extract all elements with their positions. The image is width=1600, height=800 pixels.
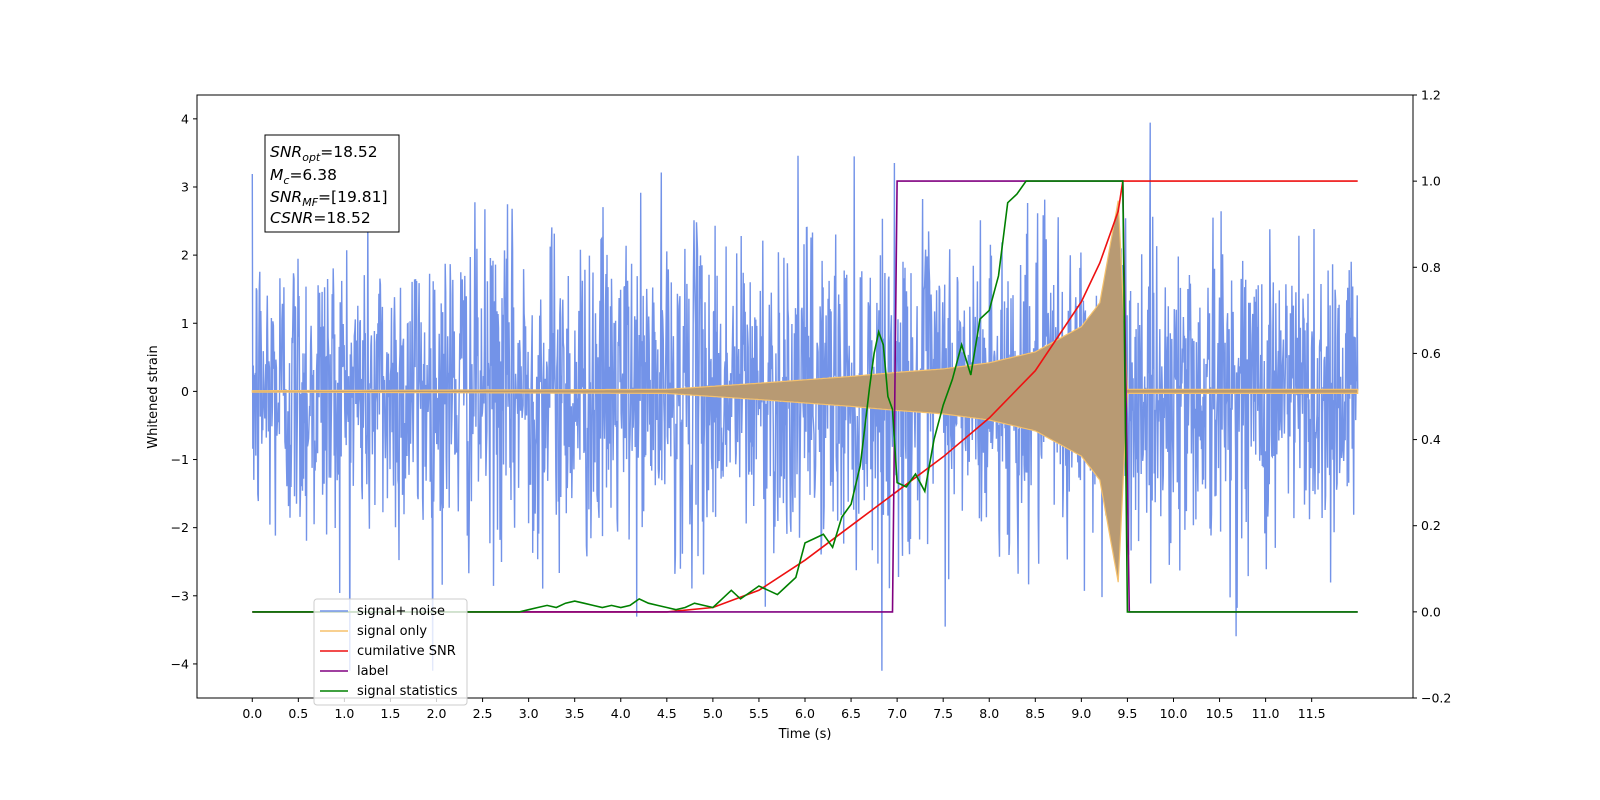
y2-tick-label: 1.2 — [1421, 88, 1441, 103]
x-tick-label: 7.0 — [887, 706, 907, 721]
legend-box — [313, 598, 468, 706]
y-tick-label: −4 — [171, 656, 189, 671]
x-tick-label: 5.5 — [749, 706, 769, 721]
y-tick-label: −2 — [171, 520, 189, 535]
y-tick-label: −3 — [171, 588, 189, 603]
x-tick-label: 1.5 — [381, 706, 401, 721]
x-tick-label: 4.5 — [657, 706, 677, 721]
x-tick-label: 6.0 — [795, 706, 815, 721]
x-tick-label: 10.5 — [1206, 706, 1234, 721]
x-tick-label: 11.5 — [1298, 706, 1326, 721]
y-axis-label: Whitened strain — [146, 345, 161, 448]
x-tick-label: 9.0 — [1071, 706, 1091, 721]
x-tick-label: 0.5 — [288, 706, 308, 721]
series-signal-only — [251, 200, 1359, 583]
y2-tick-label: 0.4 — [1421, 432, 1441, 447]
annotation-snr-opt: SNRopt=18.52 — [270, 143, 378, 164]
y2-tick-label: 0.8 — [1421, 260, 1441, 275]
y-axis: 4 3 2 1 0 −1 −2 −3 −4 — [171, 111, 197, 671]
x-tick-label: 2.0 — [427, 706, 447, 721]
x-tick-label: 8.5 — [1025, 706, 1045, 721]
x-tick-label: 9.5 — [1117, 706, 1137, 721]
x-tick-label: 8.0 — [979, 706, 999, 721]
x-tick-label: 2.5 — [473, 706, 493, 721]
series-cumulative-snr — [252, 180, 1358, 613]
x-axis: 0.0 0.5 1.0 1.5 2.0 2.5 3.0 3.5 4.0 4.5 5.0 5.5 6.0 6… — [242, 698, 1326, 721]
x-tick-label: 0.0 — [242, 706, 262, 721]
y2-tick-label: 0.2 — [1421, 518, 1441, 533]
plot-area — [251, 122, 1359, 671]
x-tick-label: 7.5 — [933, 706, 953, 721]
y2-tick-label: 0.0 — [1421, 604, 1441, 619]
annotation-mc: Mc=6.38 — [270, 166, 337, 187]
x-tick-label: 11.0 — [1252, 706, 1280, 721]
x-tick-label: 3.5 — [565, 706, 585, 721]
legend: signal+ noise signal only cumilative SNR… — [313, 598, 468, 706]
x-tick-label: 5.0 — [703, 706, 723, 721]
x-tick-label: 1.0 — [334, 706, 354, 721]
y-tick-label: 2 — [181, 248, 189, 263]
y2-tick-label: −0.2 — [1421, 691, 1451, 706]
y2-tick-label: 1.0 — [1421, 174, 1441, 189]
series-signal-noise — [251, 122, 1359, 671]
annotation-snr-mf: SNRMF=[19.81] — [270, 188, 388, 209]
y-tick-label: 3 — [181, 179, 189, 194]
series-signal-statistics — [252, 180, 1358, 613]
legend-label-signal-statistics: signal statistics — [357, 684, 458, 699]
y-tick-label: 0 — [181, 384, 189, 399]
x-tick-label: 6.5 — [841, 706, 861, 721]
legend-label-signal-only: signal only — [357, 624, 427, 639]
y-tick-label: −1 — [171, 452, 189, 467]
x-tick-label: 10.0 — [1160, 706, 1188, 721]
y2-tick-label: 0.6 — [1421, 346, 1441, 361]
y-tick-label: 4 — [181, 111, 189, 126]
legend-label-cumulative-snr: cumilative SNR — [357, 644, 456, 659]
legend-label-label: label — [357, 664, 388, 679]
x-tick-label: 3.0 — [519, 706, 539, 721]
annotation-csnr: CSNR=18.52 — [270, 209, 371, 227]
y-tick-label: 1 — [181, 316, 189, 331]
annotation-box: SNRopt=18.52 Mc=6.38 SNRMF=[19.81] CSNR=… — [264, 134, 400, 233]
legend-label-signal-noise: signal+ noise — [357, 604, 445, 619]
y2-axis: 1.2 1.0 0.8 0.6 0.4 0.2 0.0 −0.2 — [1413, 88, 1451, 706]
x-axis-label: Time (s) — [778, 727, 832, 742]
x-tick-label: 4.0 — [611, 706, 631, 721]
